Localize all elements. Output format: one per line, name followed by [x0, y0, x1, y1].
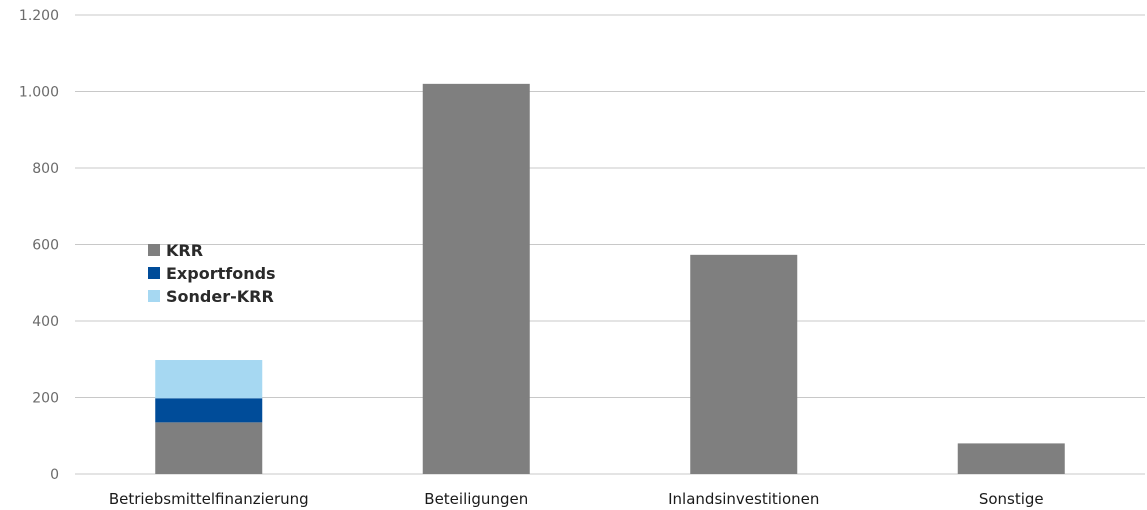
- bar-exportfonds-0: [155, 398, 263, 423]
- x-category-label: Beteiligungen: [424, 490, 528, 508]
- y-tick-label: 1.200: [19, 8, 59, 24]
- legend-swatch: [148, 267, 160, 279]
- bars: [155, 83, 1065, 474]
- y-axis-tick-labels: 0 200 400 600 800 1.000 1.200: [19, 8, 59, 483]
- x-category-label: Betriebsmittelfinanzierung: [109, 490, 309, 508]
- x-category-label: Inlandsinvestitionen: [668, 490, 819, 508]
- y-tick-label: 1.000: [19, 85, 59, 101]
- bar-krr-2: [690, 254, 798, 474]
- x-axis-category-labels: Betriebsmittelfinanzierung Beteiligungen I…: [109, 490, 1044, 508]
- y-tick-label: 400: [32, 314, 59, 330]
- legend-swatch: [148, 244, 160, 256]
- y-tick-label: 800: [32, 161, 59, 177]
- legend-swatch: [148, 290, 160, 302]
- x-category-label: Sonstige: [979, 490, 1044, 508]
- bar-sonder-krr-0: [155, 360, 263, 399]
- bar-krr-3: [957, 443, 1065, 474]
- y-tick-label: 200: [32, 391, 59, 407]
- legend-label: Exportfonds: [166, 264, 276, 283]
- legend-label: KRR: [166, 241, 203, 260]
- legend: KRR Exportfonds Sonder-KRR: [148, 241, 276, 306]
- legend-label: Sonder-KRR: [166, 287, 274, 306]
- bar-krr-0: [155, 422, 263, 474]
- bar-krr-1: [422, 83, 530, 474]
- y-tick-label: 0: [50, 467, 59, 483]
- y-tick-label: 600: [32, 238, 59, 254]
